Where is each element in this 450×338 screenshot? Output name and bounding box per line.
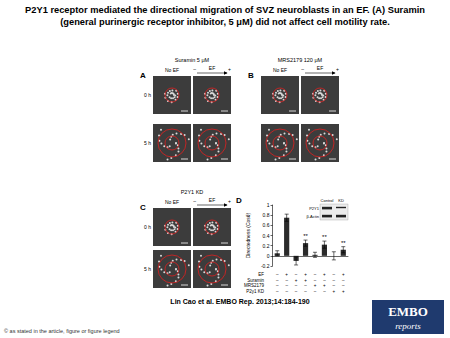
svg-text:5 h: 5 h	[144, 266, 151, 272]
svg-text:+: +	[228, 198, 231, 204]
svg-text:A: A	[140, 71, 146, 80]
svg-text:(general purinergic receptor i: (general purinergic receptor inhibitor, …	[60, 17, 390, 27]
svg-text:0 h: 0 h	[144, 224, 151, 230]
svg-text:–: –	[193, 198, 196, 204]
svg-text:EF: EF	[209, 197, 215, 203]
svg-text:–: –	[314, 272, 317, 277]
svg-text:Directedness (Cosθ): Directedness (Cosθ)	[245, 212, 251, 258]
svg-text:–: –	[333, 272, 336, 277]
svg-text:–: –	[276, 283, 279, 288]
svg-text:+: +	[342, 289, 345, 294]
svg-text:–: –	[276, 289, 279, 294]
svg-text:P2Y1 KD: P2Y1 KD	[181, 189, 204, 195]
svg-text:D: D	[236, 196, 242, 205]
svg-text:reports: reports	[395, 321, 421, 331]
svg-text:5 h: 5 h	[144, 140, 151, 146]
svg-text:–: –	[295, 289, 298, 294]
svg-text:+: +	[336, 66, 339, 72]
svg-text:Suramin 5 μM: Suramin 5 μM	[175, 57, 210, 63]
svg-text:–: –	[193, 66, 196, 72]
svg-text:–: –	[295, 272, 298, 277]
svg-text:**: **	[303, 233, 308, 239]
svg-text:–: –	[314, 278, 317, 283]
svg-text:0.8: 0.8	[263, 212, 270, 218]
svg-text:–: –	[285, 278, 288, 283]
svg-text:–: –	[342, 278, 345, 283]
svg-text:0: 0	[267, 253, 270, 259]
svg-text:EF: EF	[317, 65, 323, 71]
svg-text:–: –	[323, 278, 326, 283]
svg-text:–: –	[276, 278, 279, 283]
svg-text:EF: EF	[258, 272, 264, 277]
svg-text:+: +	[333, 289, 336, 294]
svg-text:Suramin: Suramin	[247, 278, 264, 283]
svg-text:0.2: 0.2	[263, 243, 270, 249]
svg-text:**: **	[341, 240, 346, 246]
svg-text:–: –	[323, 289, 326, 294]
svg-text:MRS2179: MRS2179	[244, 283, 265, 288]
svg-text:–: –	[304, 283, 307, 288]
svg-text:No EF: No EF	[165, 67, 179, 73]
svg-text:–: –	[304, 289, 307, 294]
svg-text:EMBO: EMBO	[388, 304, 428, 319]
svg-text:–: –	[333, 283, 336, 288]
svg-text:–: –	[333, 278, 336, 283]
svg-text:0.6: 0.6	[263, 222, 270, 228]
svg-text:+: +	[304, 272, 307, 277]
svg-text:No EF: No EF	[165, 199, 179, 205]
svg-text:0.4: 0.4	[263, 233, 270, 239]
svg-text:P2Y1: P2Y1	[309, 206, 320, 211]
svg-text:–: –	[285, 283, 288, 288]
svg-text:+: +	[323, 272, 326, 277]
svg-text:B: B	[248, 71, 254, 80]
svg-text:P2y1 KD: P2y1 KD	[246, 289, 265, 294]
svg-text:Lin Cao et al. EMBO Rep. 2013;: Lin Cao et al. EMBO Rep. 2013;14:184-190	[170, 298, 309, 306]
svg-text:EF: EF	[209, 65, 215, 71]
svg-text:–: –	[285, 289, 288, 294]
svg-text:+: +	[323, 283, 326, 288]
svg-text:–: –	[276, 272, 279, 277]
svg-text:–: –	[314, 289, 317, 294]
svg-text:–: –	[295, 283, 298, 288]
svg-text:C: C	[140, 203, 146, 212]
svg-text:-0.2: -0.2	[261, 263, 270, 269]
svg-text:+: +	[342, 272, 345, 277]
svg-text:+: +	[285, 272, 288, 277]
svg-text:+: +	[228, 66, 231, 72]
svg-text:KD: KD	[338, 198, 344, 203]
svg-text:+: +	[304, 278, 307, 283]
svg-text:© as stated in the article, fi: © as stated in the article, figure or fi…	[4, 328, 120, 334]
svg-text:P2Y1 receptor mediated the dir: P2Y1 receptor mediated the directional m…	[25, 5, 425, 15]
svg-text:Control: Control	[321, 198, 334, 203]
svg-text:MRS2179 120 μM: MRS2179 120 μM	[278, 57, 323, 63]
svg-text:β-Actin: β-Actin	[306, 214, 319, 219]
svg-text:–: –	[301, 66, 304, 72]
svg-text:+: +	[295, 278, 298, 283]
svg-text:**: **	[322, 234, 327, 240]
svg-text:0 h: 0 h	[144, 92, 151, 98]
svg-text:1: 1	[267, 202, 270, 208]
svg-text:No EF: No EF	[273, 67, 287, 73]
svg-text:–: –	[342, 283, 345, 288]
svg-text:+: +	[314, 283, 317, 288]
